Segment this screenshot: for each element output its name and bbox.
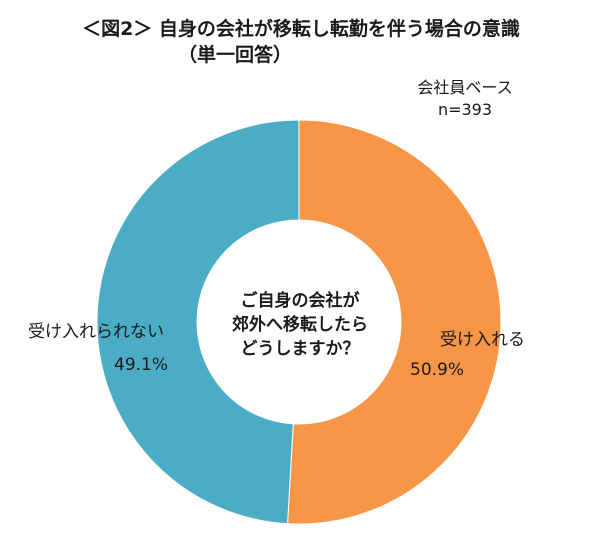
donut-slice-accept: [287, 119, 502, 525]
center-text-line-2: 郊外へ移転したら: [232, 315, 368, 335]
slice-label-reject: 受け入れられない: [28, 322, 164, 342]
chart-title: ＜図2＞ 自身の会社が移転し転勤を伴う場合の意識: [82, 18, 520, 40]
slice-value-reject: 49.1%: [114, 355, 169, 375]
center-text-line-1: ご自身の会社が: [240, 291, 360, 311]
chart-subtitle: （単一回答）: [177, 44, 292, 66]
center-text-line-3: どうしますか？: [240, 339, 360, 359]
donut-slice-reject: [96, 119, 300, 525]
slice-value-accept: 50.9%: [410, 360, 465, 380]
slice-label-accept: 受け入れる: [440, 330, 525, 350]
sample-size: n=393: [437, 100, 493, 119]
base-note: 会社員ベース: [417, 78, 513, 97]
